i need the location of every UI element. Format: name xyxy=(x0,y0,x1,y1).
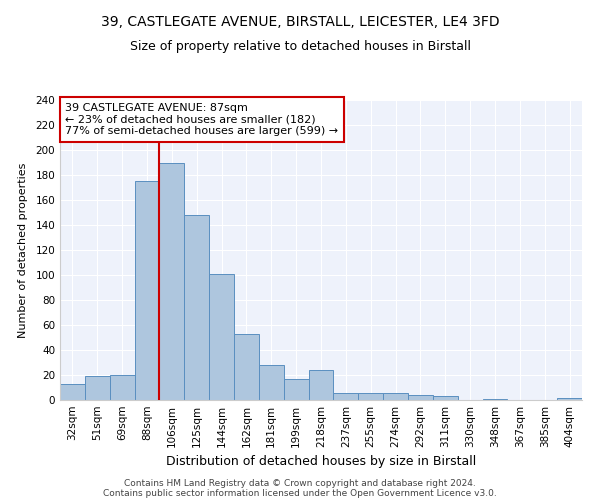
Bar xyxy=(308,370,334,400)
Bar xyxy=(60,384,85,400)
Bar xyxy=(234,334,259,400)
Text: Contains public sector information licensed under the Open Government Licence v3: Contains public sector information licen… xyxy=(103,488,497,498)
Text: 39, CASTLEGATE AVENUE, BIRSTALL, LEICESTER, LE4 3FD: 39, CASTLEGATE AVENUE, BIRSTALL, LEICEST… xyxy=(101,15,499,29)
Bar xyxy=(433,396,458,400)
Bar xyxy=(383,392,408,400)
Bar xyxy=(259,365,284,400)
Bar xyxy=(557,398,582,400)
Text: Size of property relative to detached houses in Birstall: Size of property relative to detached ho… xyxy=(130,40,470,53)
Bar xyxy=(184,215,209,400)
Bar xyxy=(408,395,433,400)
Bar xyxy=(110,375,134,400)
X-axis label: Distribution of detached houses by size in Birstall: Distribution of detached houses by size … xyxy=(166,456,476,468)
Bar xyxy=(134,181,160,400)
Bar xyxy=(160,162,184,400)
Bar xyxy=(482,399,508,400)
Bar xyxy=(358,392,383,400)
Bar xyxy=(334,392,358,400)
Bar xyxy=(284,379,308,400)
Text: 39 CASTLEGATE AVENUE: 87sqm
← 23% of detached houses are smaller (182)
77% of se: 39 CASTLEGATE AVENUE: 87sqm ← 23% of det… xyxy=(65,103,338,136)
Text: Contains HM Land Registry data © Crown copyright and database right 2024.: Contains HM Land Registry data © Crown c… xyxy=(124,478,476,488)
Y-axis label: Number of detached properties: Number of detached properties xyxy=(19,162,28,338)
Bar xyxy=(209,274,234,400)
Bar xyxy=(85,376,110,400)
